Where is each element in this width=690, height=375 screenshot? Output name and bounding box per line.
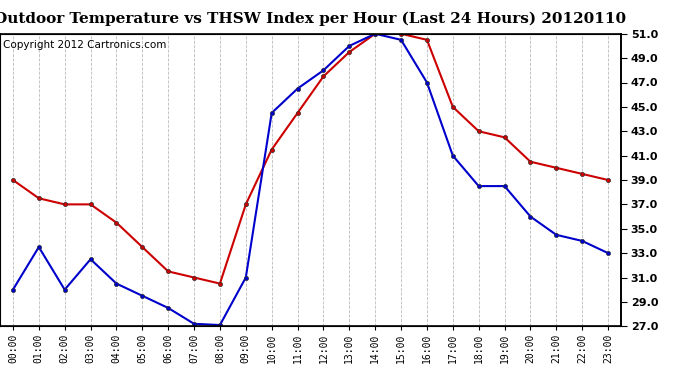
- Text: Copyright 2012 Cartronics.com: Copyright 2012 Cartronics.com: [3, 40, 166, 50]
- Text: Outdoor Temperature vs THSW Index per Hour (Last 24 Hours) 20120110: Outdoor Temperature vs THSW Index per Ho…: [0, 11, 627, 26]
